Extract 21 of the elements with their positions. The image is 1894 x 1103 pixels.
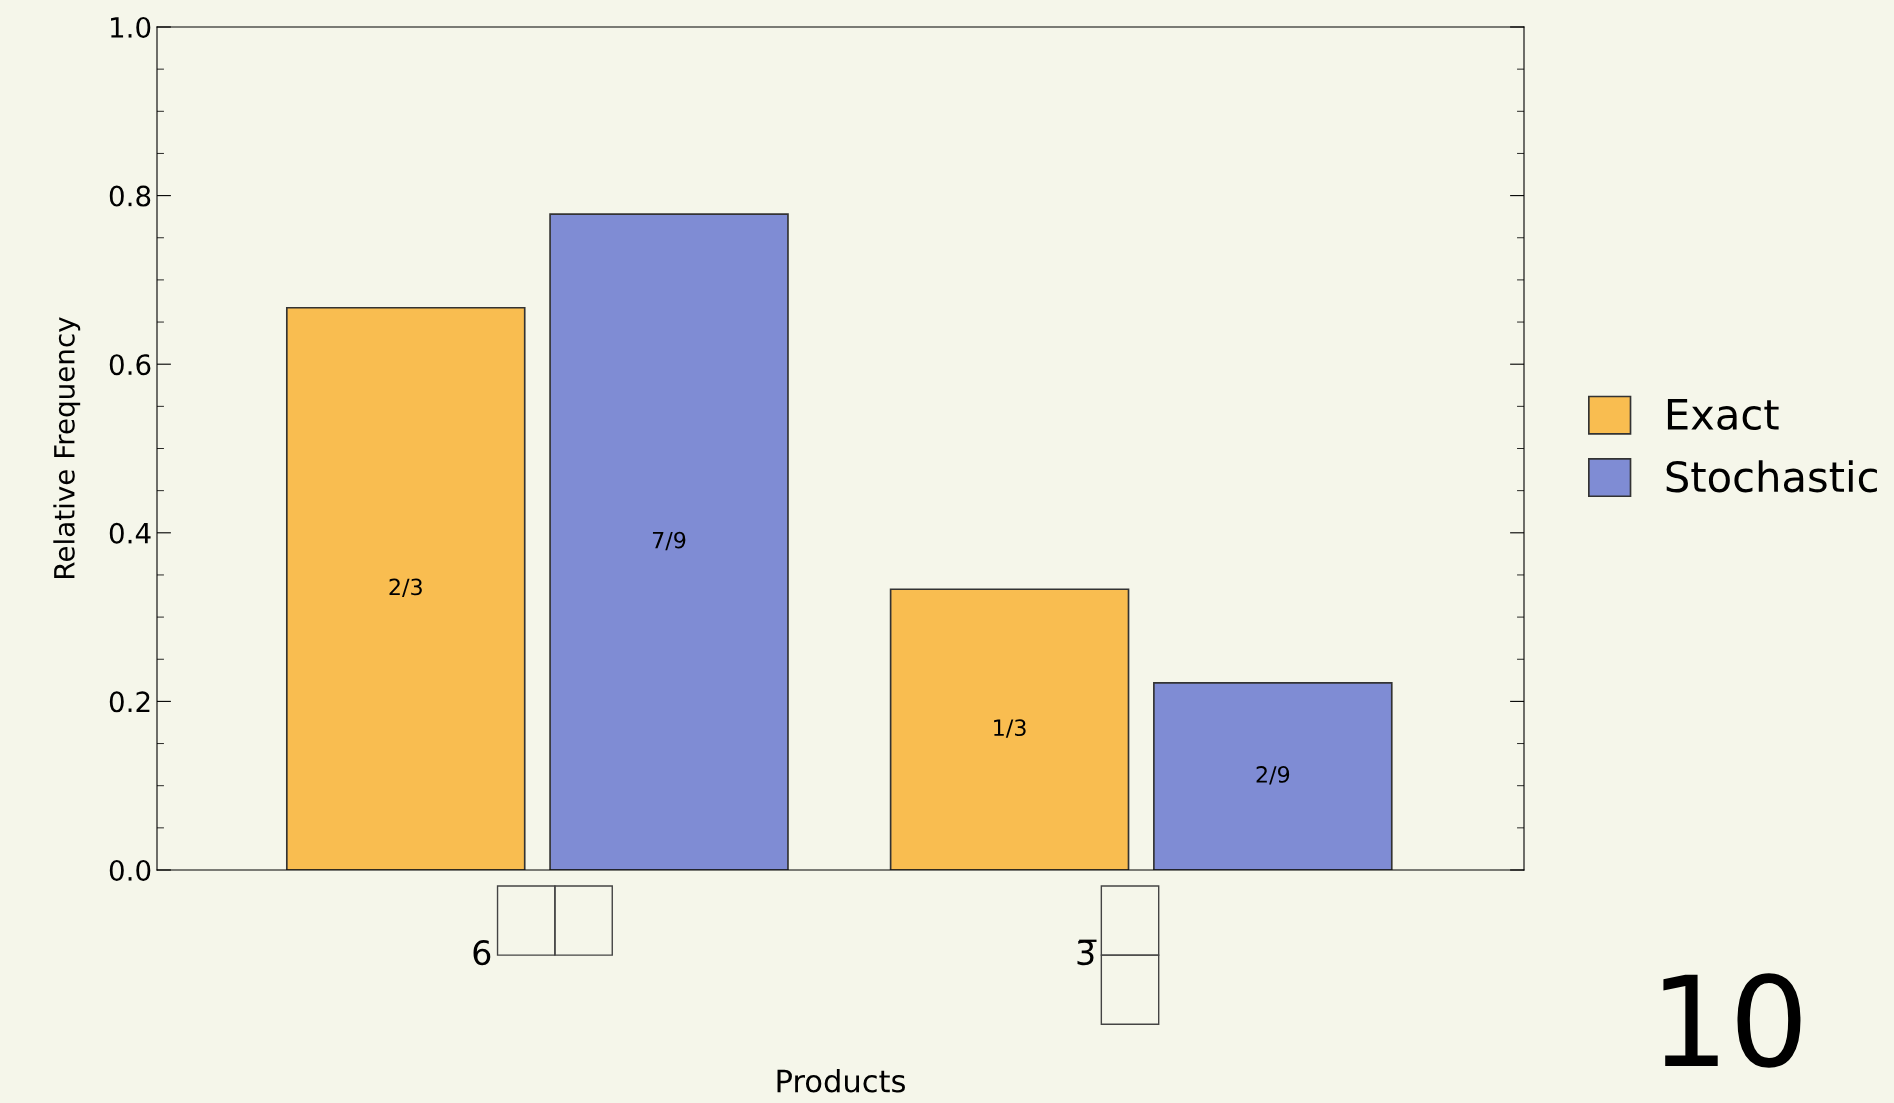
y-tick-label: 0.8 xyxy=(109,185,151,207)
data-label: 7/9 xyxy=(652,531,686,551)
text: 10 xyxy=(1663,973,1801,1068)
data-label: 2/9 xyxy=(1256,766,1290,785)
y-tick-label: 0.2 xyxy=(109,691,150,713)
bar xyxy=(1153,682,1393,870)
legend-label: Exact xyxy=(1667,399,1779,431)
x-tick-label: 3̅ xyxy=(1077,939,1097,966)
y-tick-label: 0.6 xyxy=(109,354,151,376)
bar xyxy=(285,306,526,870)
y-tick-label: 1.0 xyxy=(111,16,151,38)
x-tick-label: 6 xyxy=(473,940,491,966)
y-axis-title: Relative Frequency xyxy=(53,317,81,578)
bar xyxy=(889,588,1130,870)
y-tick-label: 0.0 xyxy=(109,859,151,881)
y-tick-label: 0.4 xyxy=(109,522,151,544)
data-label: 1/3 xyxy=(994,719,1026,738)
legend-label: Stochastic xyxy=(1666,460,1877,493)
data-label: 2/3 xyxy=(389,578,422,598)
bar xyxy=(549,213,789,870)
x-axis-title: Products xyxy=(777,1068,905,1093)
